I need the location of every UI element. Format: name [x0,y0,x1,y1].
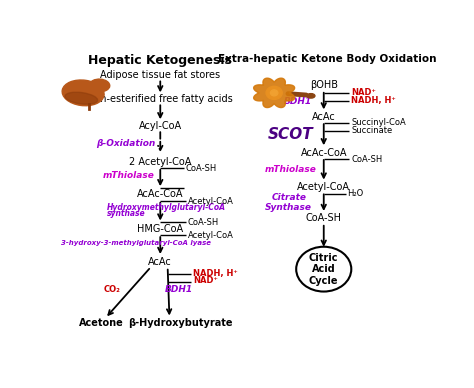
Text: HMG-CoA: HMG-CoA [137,224,183,234]
Text: CoA-SH: CoA-SH [188,218,219,227]
Text: 3-hydroxy-3-methylglutaryl-CoA lyase: 3-hydroxy-3-methylglutaryl-CoA lyase [61,239,211,246]
Text: NADH, H⁺: NADH, H⁺ [193,269,238,278]
Text: AcAc-CoA: AcAc-CoA [301,147,347,158]
Text: AcAc: AcAc [148,257,172,267]
Text: NAD⁺: NAD⁺ [193,276,218,285]
Text: H₂O: H₂O [347,189,364,198]
Text: Succinate: Succinate [351,126,392,135]
Text: NAD⁺: NAD⁺ [351,88,376,97]
Text: Acetone: Acetone [79,318,124,328]
Circle shape [271,90,278,96]
Text: AcAc-CoA: AcAc-CoA [137,189,183,199]
Text: Acetyl-CoA: Acetyl-CoA [188,231,234,240]
Text: Acetyl-CoA: Acetyl-CoA [297,182,350,192]
Text: Citric
Acid
Cycle: Citric Acid Cycle [309,253,338,286]
Text: Succinyl-CoA: Succinyl-CoA [351,118,406,127]
Text: Non-esterified free fatty acids: Non-esterified free fatty acids [87,94,233,104]
Text: BDH1: BDH1 [164,285,193,294]
Text: Hydroxymethylglutaryl-CoA: Hydroxymethylglutaryl-CoA [107,203,226,211]
Ellipse shape [65,92,98,104]
Ellipse shape [307,94,315,98]
Text: Citrate
Synthase: Citrate Synthase [265,193,312,212]
Text: Adipose tissue fat stores: Adipose tissue fat stores [100,70,220,80]
Text: SCOT: SCOT [268,127,313,142]
Text: CoA-SH: CoA-SH [351,155,383,164]
Text: mThiolase: mThiolase [103,171,155,180]
Text: AcAc: AcAc [312,112,336,122]
Text: Extra-hepatic Ketone Body Oxidation: Extra-hepatic Ketone Body Oxidation [218,54,437,64]
Ellipse shape [62,80,104,106]
Text: 2 Acetyl-CoA: 2 Acetyl-CoA [129,157,191,166]
Circle shape [266,86,282,99]
Text: Acyl-CoA: Acyl-CoA [139,121,182,131]
Text: β-Oxidation: β-Oxidation [96,139,155,148]
Text: CoA-SH: CoA-SH [186,164,217,173]
Text: mThiolase: mThiolase [265,165,317,174]
Text: NADH, H⁺: NADH, H⁺ [351,96,396,105]
Ellipse shape [90,79,110,92]
Polygon shape [254,78,295,107]
Text: Acetyl-CoA: Acetyl-CoA [188,196,234,206]
Text: CO₂: CO₂ [104,285,121,294]
Text: BDH1: BDH1 [284,97,312,106]
Text: βOHB: βOHB [310,80,338,90]
Text: synthase: synthase [107,209,146,218]
Text: CoA-SH: CoA-SH [306,213,342,223]
Text: β-Hydroxybutyrate: β-Hydroxybutyrate [128,318,233,328]
Text: Hepatic Ketogenesis: Hepatic Ketogenesis [88,54,232,67]
